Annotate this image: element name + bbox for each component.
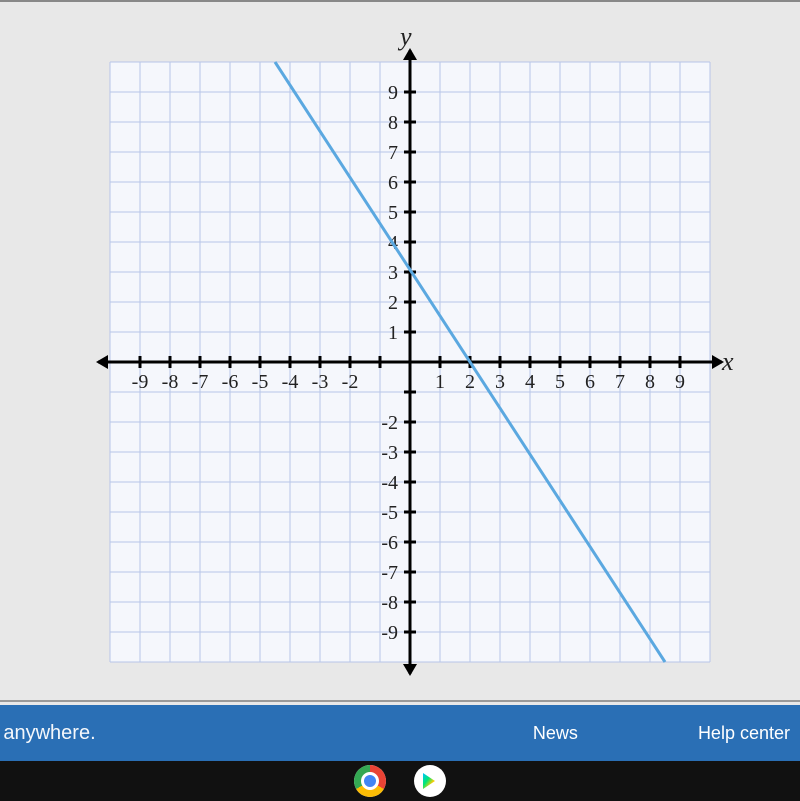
taskbar	[0, 761, 800, 801]
svg-text:2: 2	[465, 371, 475, 393]
svg-text:2: 2	[388, 292, 398, 314]
svg-text:-5: -5	[381, 502, 398, 524]
play-store-icon[interactable]	[414, 765, 446, 797]
svg-text:-4: -4	[282, 371, 299, 393]
chrome-icon[interactable]	[354, 765, 386, 797]
svg-text:5: 5	[555, 371, 565, 393]
news-link[interactable]: News	[533, 723, 578, 744]
svg-text:-3: -3	[312, 371, 329, 393]
svg-text:-5: -5	[252, 371, 269, 393]
svg-text:8: 8	[388, 112, 398, 134]
svg-text:3: 3	[495, 371, 505, 393]
svg-text:9: 9	[388, 82, 398, 104]
svg-text:8: 8	[645, 371, 655, 393]
svg-text:9: 9	[675, 371, 685, 393]
svg-text:-4: -4	[381, 472, 398, 494]
svg-text:-2: -2	[342, 371, 359, 393]
svg-text:-6: -6	[381, 532, 398, 554]
bottom-bar: ne, anywhere. News Help center	[0, 705, 800, 761]
svg-text:-8: -8	[381, 592, 398, 614]
slogan-text: ne, anywhere.	[0, 722, 96, 745]
svg-text:7: 7	[388, 142, 398, 164]
svg-text:4: 4	[525, 371, 535, 393]
svg-text:-9: -9	[132, 371, 149, 393]
divider	[0, 700, 800, 702]
svg-text:-3: -3	[381, 442, 398, 464]
svg-text:-6: -6	[222, 371, 239, 393]
svg-text:-2: -2	[381, 412, 398, 434]
content-area: y x -9-8-7-6-5-4-3-2123456789987654321-2…	[0, 0, 800, 705]
svg-text:-8: -8	[162, 371, 179, 393]
chart-container: y x -9-8-7-6-5-4-3-2123456789987654321-2…	[90, 22, 730, 682]
help-center-link[interactable]: Help center	[698, 723, 790, 744]
svg-text:7: 7	[615, 371, 625, 393]
svg-text:-7: -7	[192, 371, 209, 393]
svg-text:-7: -7	[381, 562, 398, 584]
svg-text:1: 1	[435, 371, 445, 393]
coordinate-chart: -9-8-7-6-5-4-3-2123456789987654321-2-3-4…	[90, 22, 730, 682]
svg-text:6: 6	[388, 172, 398, 194]
svg-text:5: 5	[388, 202, 398, 224]
svg-text:-9: -9	[381, 622, 398, 644]
svg-text:3: 3	[388, 262, 398, 284]
svg-text:6: 6	[585, 371, 595, 393]
svg-text:1: 1	[388, 322, 398, 344]
